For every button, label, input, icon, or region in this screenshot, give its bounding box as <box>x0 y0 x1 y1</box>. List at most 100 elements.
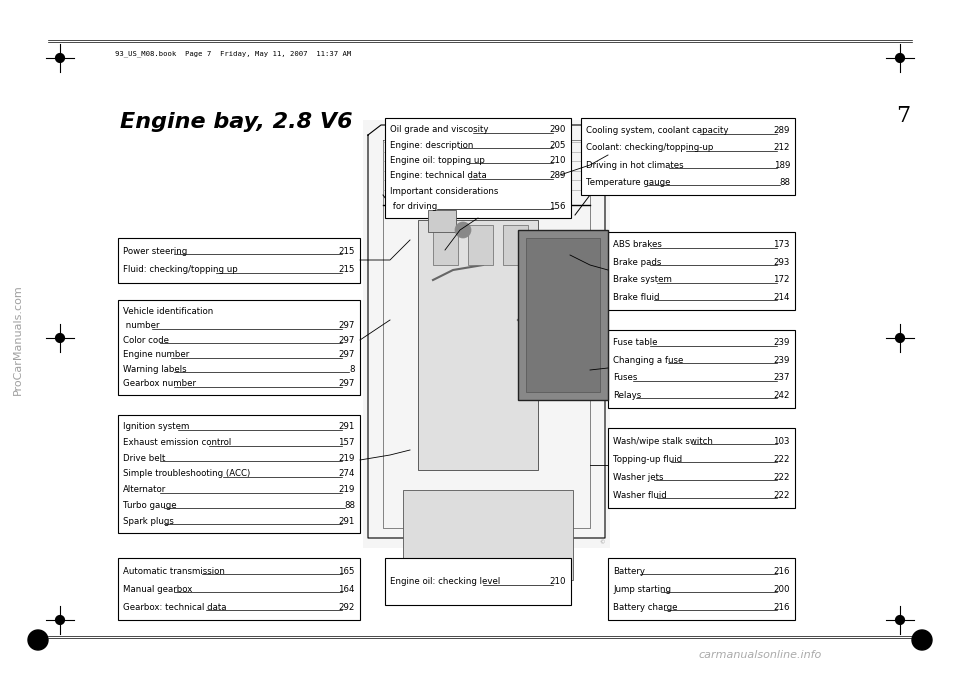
Text: for driving: for driving <box>390 202 437 211</box>
Text: 156: 156 <box>549 202 566 211</box>
Bar <box>608 330 795 408</box>
Text: ProCarManuals.com: ProCarManuals.com <box>13 285 23 395</box>
Text: Exhaust emission control: Exhaust emission control <box>123 438 231 447</box>
Text: carmanualsonline.info: carmanualsonline.info <box>698 650 822 660</box>
Text: Important considerations: Important considerations <box>390 186 498 195</box>
Text: Power steering: Power steering <box>123 247 187 256</box>
Bar <box>608 428 795 508</box>
Text: Battery: Battery <box>613 567 645 576</box>
Text: 7: 7 <box>896 105 910 127</box>
Text: 200: 200 <box>774 584 790 593</box>
Text: Relays: Relays <box>613 391 641 400</box>
Text: number: number <box>123 321 159 330</box>
Text: 172: 172 <box>774 275 790 284</box>
Text: Fluid: checking/topping up: Fluid: checking/topping up <box>123 265 238 274</box>
Text: Changing a fuse: Changing a fuse <box>613 356 684 365</box>
Text: 222: 222 <box>774 490 790 500</box>
Text: Engine oil: topping up: Engine oil: topping up <box>390 156 485 165</box>
Bar <box>503 225 528 265</box>
Text: 215: 215 <box>339 247 355 256</box>
Text: 289: 289 <box>550 171 566 180</box>
Circle shape <box>455 222 471 238</box>
Circle shape <box>56 334 64 342</box>
Text: Wash/wipe stalk switch: Wash/wipe stalk switch <box>613 437 713 445</box>
Text: 164: 164 <box>339 584 355 593</box>
Text: 214: 214 <box>774 293 790 302</box>
Circle shape <box>896 616 904 624</box>
Text: Alternator: Alternator <box>123 485 166 494</box>
Circle shape <box>896 54 904 62</box>
Text: 210: 210 <box>549 156 566 165</box>
Text: Engine oil: checking level: Engine oil: checking level <box>390 577 500 586</box>
Text: Engine: description: Engine: description <box>390 140 473 150</box>
Text: 205: 205 <box>549 140 566 150</box>
Text: Spark plugs: Spark plugs <box>123 517 174 525</box>
Text: Brake fluid: Brake fluid <box>613 293 660 302</box>
Text: Jump starting: Jump starting <box>613 584 671 593</box>
Text: 297: 297 <box>339 321 355 330</box>
Circle shape <box>28 630 48 650</box>
Text: 88: 88 <box>344 501 355 510</box>
Text: 88: 88 <box>779 178 790 187</box>
Text: Cooling system, coolant capacity: Cooling system, coolant capacity <box>586 126 729 135</box>
Bar <box>363 120 610 548</box>
Text: Engine bay, 2.8 V6: Engine bay, 2.8 V6 <box>120 112 352 132</box>
Text: 291: 291 <box>339 422 355 431</box>
Bar <box>385 558 571 605</box>
Text: Fuses: Fuses <box>613 374 637 382</box>
Bar <box>428 210 456 232</box>
Bar <box>403 490 573 580</box>
Text: 219: 219 <box>339 454 355 463</box>
Text: Automatic transmission: Automatic transmission <box>123 567 225 576</box>
Text: 165: 165 <box>339 567 355 576</box>
Text: Battery charge: Battery charge <box>613 603 678 612</box>
Text: Gearbox: technical data: Gearbox: technical data <box>123 603 227 612</box>
Text: Oil grade and viscosity: Oil grade and viscosity <box>390 125 489 134</box>
Bar <box>518 230 608 400</box>
Text: 216: 216 <box>774 567 790 576</box>
Bar <box>118 415 360 533</box>
Text: ©: © <box>599 540 605 545</box>
Text: Temperature gauge: Temperature gauge <box>586 178 670 187</box>
Text: Brake pads: Brake pads <box>613 258 661 266</box>
Text: Warning labels: Warning labels <box>123 365 186 374</box>
Text: Simple troubleshooting (ACC): Simple troubleshooting (ACC) <box>123 469 251 479</box>
Text: 212: 212 <box>774 143 790 153</box>
Text: 189: 189 <box>774 161 790 170</box>
Text: Washer jets: Washer jets <box>613 473 663 481</box>
Circle shape <box>56 54 64 62</box>
Text: Driving in hot climates: Driving in hot climates <box>586 161 684 170</box>
Text: 237: 237 <box>774 374 790 382</box>
Circle shape <box>56 616 64 624</box>
Text: 216: 216 <box>774 603 790 612</box>
Text: Brake system: Brake system <box>613 275 672 284</box>
Text: 219: 219 <box>339 485 355 494</box>
Text: 291: 291 <box>339 517 355 525</box>
Text: Engine: technical data: Engine: technical data <box>390 171 487 180</box>
Text: 157: 157 <box>339 438 355 447</box>
Text: Fuse table: Fuse table <box>613 338 658 347</box>
Bar <box>608 558 795 620</box>
Text: Vehicle identification: Vehicle identification <box>123 306 213 316</box>
Text: 222: 222 <box>774 473 790 481</box>
Text: Ignition system: Ignition system <box>123 422 189 431</box>
Bar <box>118 238 360 283</box>
Bar <box>581 118 795 195</box>
Text: ABS brakes: ABS brakes <box>613 240 661 250</box>
Bar <box>118 300 360 395</box>
Text: 297: 297 <box>339 336 355 344</box>
Bar <box>433 225 458 265</box>
Text: 93_US_M08.book  Page 7  Friday, May 11, 2007  11:37 AM: 93_US_M08.book Page 7 Friday, May 11, 20… <box>115 50 351 57</box>
Text: 103: 103 <box>774 437 790 445</box>
Circle shape <box>896 334 904 342</box>
Text: 297: 297 <box>339 379 355 388</box>
Text: 290: 290 <box>550 125 566 134</box>
Bar <box>418 220 538 470</box>
Text: Washer fluid: Washer fluid <box>613 490 667 500</box>
Text: 8: 8 <box>349 365 355 374</box>
Text: 292: 292 <box>339 603 355 612</box>
Text: Gearbox number: Gearbox number <box>123 379 196 388</box>
Text: Topping-up fluid: Topping-up fluid <box>613 454 683 464</box>
Text: Drive belt: Drive belt <box>123 454 165 463</box>
Circle shape <box>912 630 932 650</box>
